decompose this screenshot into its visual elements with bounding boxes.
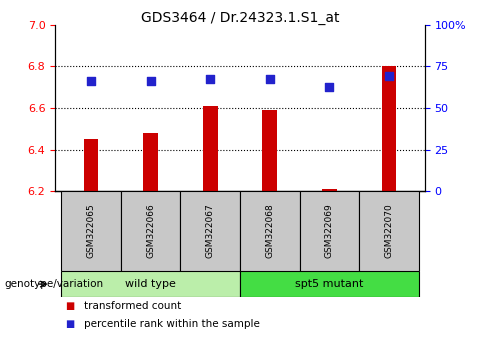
- Text: GSM322065: GSM322065: [86, 204, 96, 258]
- Text: GSM322067: GSM322067: [206, 204, 215, 258]
- Text: GDS3464 / Dr.24323.1.S1_at: GDS3464 / Dr.24323.1.S1_at: [141, 11, 339, 25]
- Point: [87, 78, 95, 84]
- Bar: [143, 133, 158, 191]
- Point: [325, 84, 333, 90]
- Text: ■: ■: [65, 301, 74, 311]
- Text: GSM322066: GSM322066: [146, 204, 155, 258]
- Text: ■: ■: [65, 319, 74, 329]
- Text: GSM322069: GSM322069: [325, 204, 334, 258]
- Bar: [359, 191, 419, 271]
- Bar: [263, 110, 277, 191]
- Bar: [382, 67, 396, 191]
- Text: genotype/variation: genotype/variation: [5, 279, 104, 289]
- Text: wild type: wild type: [125, 279, 176, 289]
- Bar: [203, 106, 217, 191]
- Bar: [61, 271, 240, 297]
- Bar: [322, 189, 337, 191]
- Point: [385, 73, 393, 79]
- Bar: [180, 191, 240, 271]
- Text: GSM322070: GSM322070: [384, 204, 394, 258]
- Bar: [84, 139, 98, 191]
- Text: transformed count: transformed count: [84, 301, 181, 311]
- Bar: [61, 191, 121, 271]
- Point: [147, 78, 155, 84]
- Bar: [240, 271, 419, 297]
- Text: percentile rank within the sample: percentile rank within the sample: [84, 319, 260, 329]
- Bar: [121, 191, 180, 271]
- Bar: [240, 191, 300, 271]
- Point: [266, 76, 274, 82]
- Point: [206, 76, 214, 82]
- Bar: [300, 191, 359, 271]
- Text: GSM322068: GSM322068: [265, 204, 274, 258]
- Text: spt5 mutant: spt5 mutant: [295, 279, 364, 289]
